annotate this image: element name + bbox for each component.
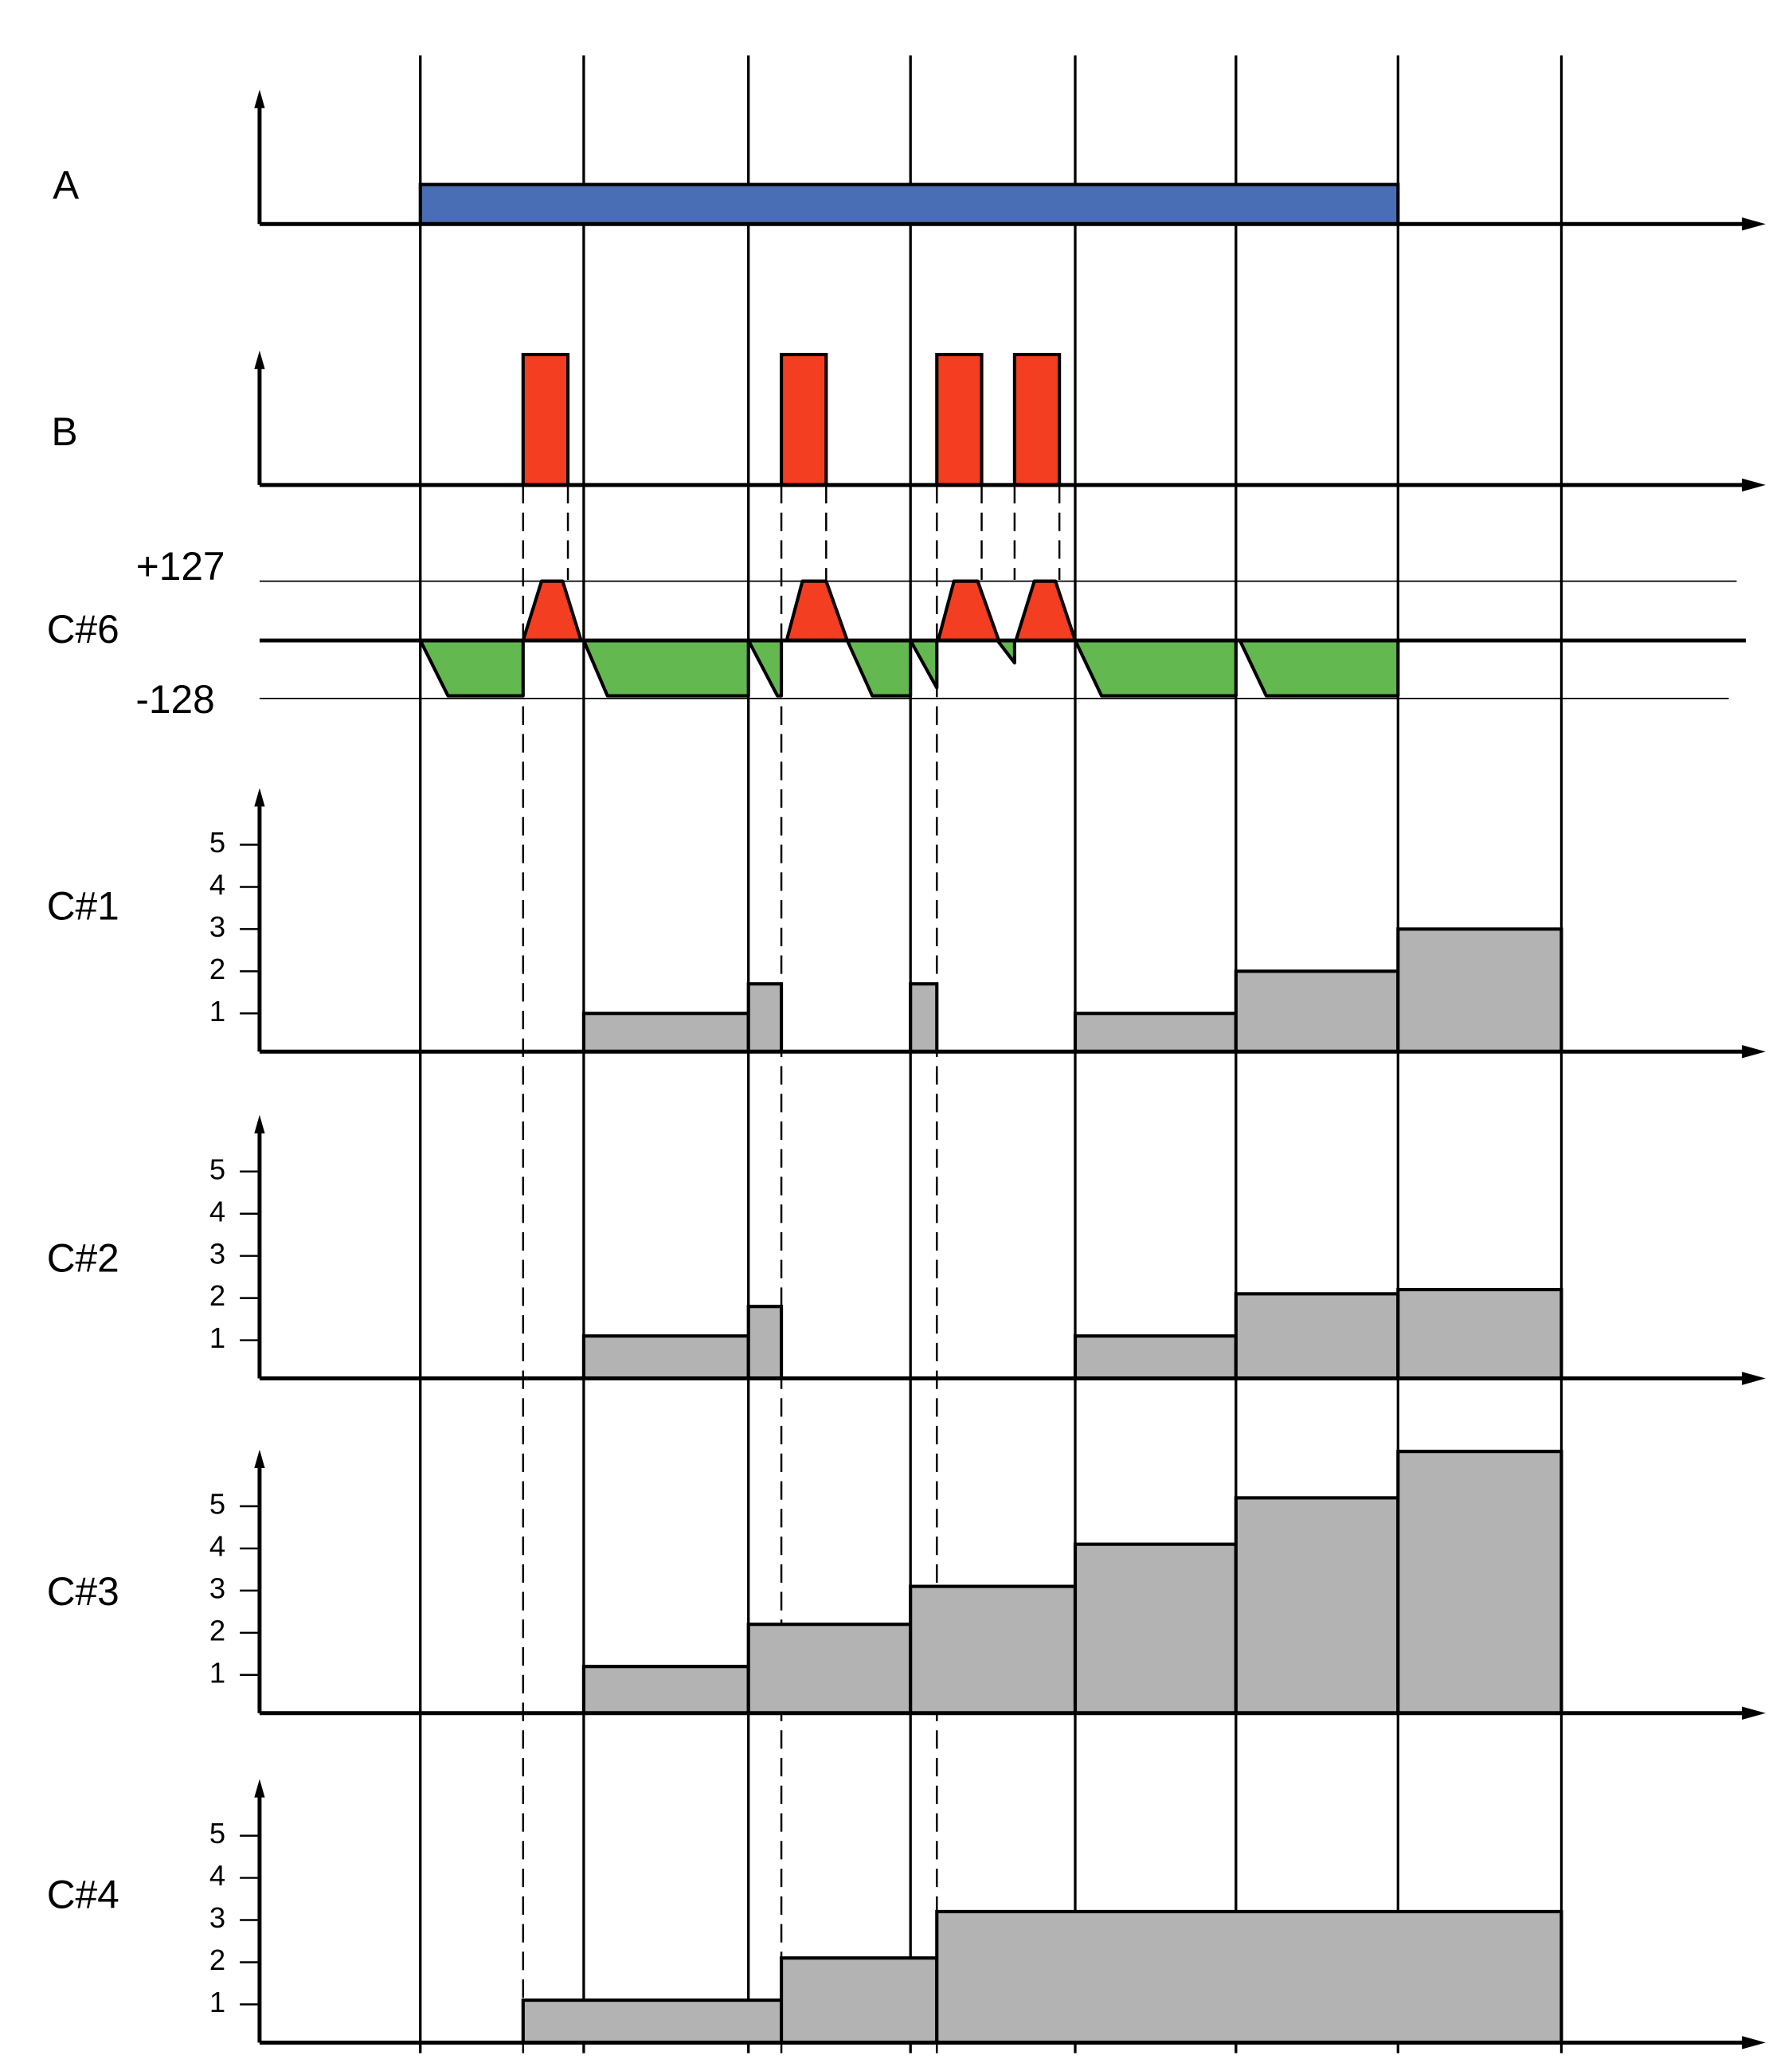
tick-label: 5 [209,826,225,859]
tick-label: 4 [209,1859,225,1892]
count-step [1234,969,1400,1054]
count-step [909,982,939,1054]
count-step [1396,1450,1563,1715]
tick-label: 3 [209,910,225,943]
panel-label: C#1 [47,884,119,929]
tick-label: 1 [209,1321,225,1354]
count-step [521,1998,784,2045]
count-step [779,1956,939,2045]
axis-arrow [254,1449,265,1469]
dashed-guides [522,484,1061,2053]
count-step [581,1334,750,1380]
count-step [935,1909,1563,2045]
tick-label: 1 [209,1656,225,1689]
axis-arrow [254,1779,265,1798]
tick-label: 5 [209,1488,225,1521]
count-step [1073,1542,1238,1715]
panel-label: C#4 [47,1872,119,1916]
axis-arrow [1742,1372,1766,1385]
tick-label: 2 [209,1944,225,1976]
count-step [746,1305,784,1380]
axis-arrow [254,788,265,807]
tick-label: 2 [209,1614,225,1646]
count-step [581,1665,750,1715]
tick-label: 4 [209,1530,225,1563]
count-step [581,1012,750,1054]
count-step [1396,1287,1563,1380]
tick-label: 2 [209,1279,225,1312]
axis-arrow [1742,1706,1766,1721]
tick-label: 2 [209,953,225,985]
vertical-guides [419,55,1563,2053]
tick-label: 5 [209,1153,225,1185]
tick-label: 3 [209,1901,225,1934]
panel-label: C#3 [47,1569,119,1614]
min-label: -128 [135,677,214,722]
signal-label: B [52,409,78,454]
tick-label: 3 [209,1572,225,1605]
count-step [1396,927,1563,1054]
signal-a-bar [418,182,1400,226]
axis-arrow [254,1114,265,1133]
signal-label: C#6 [47,607,119,652]
signal-label: A [53,163,79,208]
count-step [909,1584,1078,1715]
max-label: +127 [136,544,225,589]
tick-label: 4 [209,1195,225,1227]
pulses-b [521,352,1062,487]
green-ramps [418,639,1400,698]
red-ramps [521,579,1078,643]
tick-label: 3 [209,1237,225,1270]
axis-b [254,350,1766,492]
axis-a [254,89,1766,231]
count-step [1234,1496,1400,1715]
axis-arrow [1742,1044,1766,1059]
tick-label: 5 [209,1817,225,1850]
count-step [746,1623,913,1715]
counter-panels: C#1 1 2 3 4 5 C#2 1 2 3 4 5 C#3 1 2 3 4 5 C#4 1 2 3 4 5 [47,788,1766,2049]
tick-label: 1 [209,1986,225,2018]
count-step [746,982,784,1054]
panel-label: C#2 [47,1235,119,1280]
count-step [1073,1012,1238,1054]
level-lines [259,580,1737,699]
count-step [1234,1292,1400,1380]
axis-arrow [1742,2036,1766,2049]
count-step [1073,1334,1238,1380]
tick-label: 4 [209,868,225,901]
tick-label: 1 [209,995,225,1028]
